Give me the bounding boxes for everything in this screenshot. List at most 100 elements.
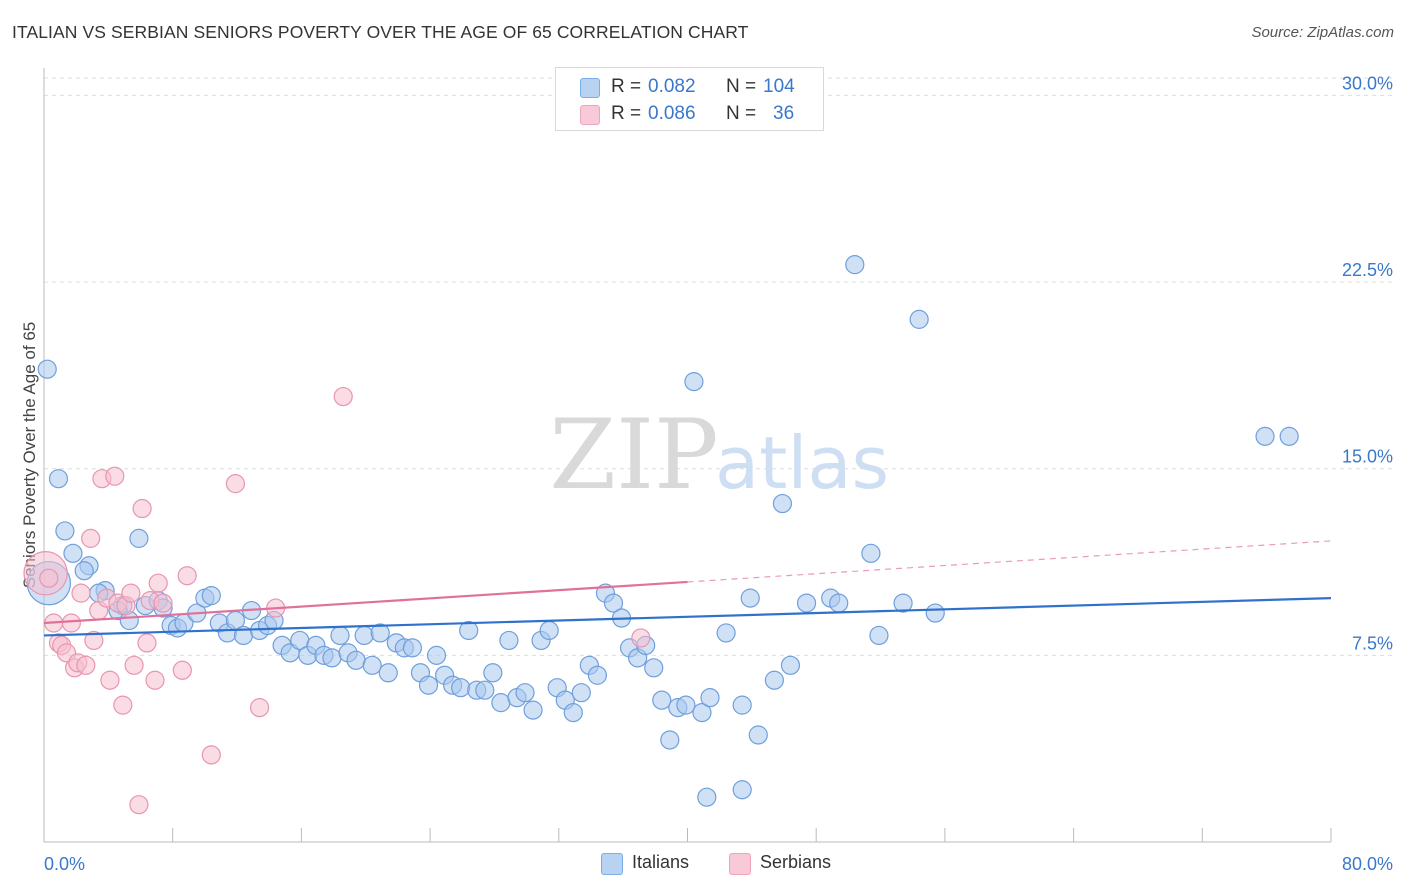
data-point-serbians: [333, 386, 353, 407]
data-point-serbians: [121, 583, 141, 603]
data-point-italians: [780, 655, 801, 675]
trend-line-extension-serbians: [687, 540, 1332, 583]
data-point-italians: [475, 680, 495, 700]
data-point-serbians: [177, 566, 197, 586]
data-point-italians: [539, 620, 559, 641]
data-point-italians: [697, 787, 717, 807]
chart-title: ITALIAN VS SERBIAN SENIORS POVERTY OVER …: [12, 22, 749, 42]
data-point-italians: [48, 469, 69, 489]
legend-r-value-serbians: 0.086: [648, 103, 696, 124]
data-point-italians: [1255, 426, 1275, 446]
data-point-italians: [772, 493, 793, 514]
data-point-italians: [571, 683, 591, 703]
data-point-italians: [523, 700, 543, 720]
tick-labels: 7.5% 15.0% 22.5% 30.0% 0.0% 80.0%: [44, 73, 1393, 874]
data-point-italians: [676, 695, 696, 715]
data-point-italians: [515, 683, 535, 703]
data-point-serbians: [129, 795, 149, 815]
data-point-italians: [869, 625, 889, 646]
data-point-serbians: [137, 633, 157, 653]
y-tick-label: 15.0%: [1342, 447, 1393, 467]
watermark: ZIP atlas: [549, 399, 889, 511]
watermark-zip: ZIP: [549, 399, 718, 511]
data-point-italians: [861, 543, 881, 563]
data-point-italians: [764, 670, 784, 690]
trend-line-serbians: [43, 580, 688, 625]
legend-n-label: N =: [726, 103, 757, 124]
data-point-italians: [330, 625, 350, 646]
data-point-italians: [796, 593, 817, 613]
data-point-italians: [483, 663, 503, 683]
data-point-italians: [491, 693, 511, 713]
data-point-italians: [893, 593, 913, 613]
data-point-italians: [1279, 426, 1299, 446]
data-point-italians: [63, 543, 83, 563]
data-point-italians: [684, 372, 704, 392]
x-tick-label: 80.0%: [1342, 854, 1393, 874]
data-point-serbians: [81, 528, 101, 548]
y-tick-label: 7.5%: [1352, 633, 1393, 653]
data-point-italians: [732, 695, 752, 715]
legend-row-italians: R = 0.082 N = 104: [556, 74, 823, 102]
legend-r-label: R =: [611, 76, 642, 97]
data-point-italians: [845, 255, 865, 275]
data-point-italians: [925, 603, 945, 623]
legend-swatch-italians: [580, 78, 600, 98]
legend-r-label: R =: [611, 103, 642, 124]
data-point-italians: [499, 630, 519, 651]
data-point-italians: [201, 586, 221, 606]
data-point-serbians: [153, 593, 173, 613]
data-point-serbians: [113, 695, 133, 715]
data-point-serbians: [39, 568, 59, 588]
data-point-italians: [716, 623, 736, 643]
data-point-serbians: [631, 628, 651, 648]
data-point-italians: [129, 528, 149, 548]
data-point-serbians: [201, 745, 221, 765]
axes: [43, 68, 1332, 843]
legend-n-value-italians: 104: [763, 76, 795, 97]
data-point-italians: [748, 725, 768, 745]
data-point-italians: [829, 593, 849, 613]
legend-row-serbians: R = 0.086 N = 36: [556, 101, 823, 129]
data-point-italians: [402, 638, 423, 658]
legend-n-label: N =: [726, 76, 757, 97]
y-tick-label: 30.0%: [1342, 73, 1393, 93]
data-point-serbians: [124, 655, 144, 675]
data-point-italians: [378, 663, 398, 683]
data-point-italians: [322, 648, 342, 668]
data-point-italians: [700, 688, 720, 708]
data-point-serbians: [132, 498, 152, 519]
data-point-italians: [459, 620, 479, 641]
correlation-legend: R = 0.082 N = 104 R = 0.086 N = 36: [555, 67, 824, 131]
data-point-italians: [652, 690, 672, 710]
data-point-serbians: [249, 698, 270, 718]
data-point-italians: [55, 521, 75, 541]
data-point-serbians: [71, 583, 91, 603]
bottom-legend-swatch-serbians: [729, 853, 751, 875]
data-point-italians: [644, 658, 664, 678]
data-point-italians: [909, 309, 929, 329]
gridlines: [44, 77, 1394, 656]
data-point-italians: [37, 359, 57, 379]
data-point-serbians: [105, 466, 125, 486]
bottom-legend-label-italians: Italians: [632, 852, 690, 872]
trend-line-italians: [43, 597, 1332, 637]
trend-lines: [43, 540, 1332, 637]
data-point-italians: [740, 588, 760, 608]
watermark-atlas: atlas: [715, 421, 889, 505]
data-point-italians: [451, 678, 471, 698]
x-tick-label: 0.0%: [44, 854, 85, 874]
bottom-legend-label-serbians: Serbians: [760, 852, 832, 872]
data-point-serbians: [148, 573, 168, 593]
data-point-italians: [587, 665, 608, 685]
data-point-italians: [370, 623, 390, 643]
data-point-italians: [74, 561, 94, 581]
data-point-italians: [692, 702, 712, 723]
data-point-italians: [346, 650, 366, 670]
data-points: [23, 255, 1299, 815]
legend-swatch-serbians: [580, 105, 600, 125]
legend-n-value-serbians: 36: [773, 103, 795, 124]
data-point-italians: [426, 645, 447, 665]
data-point-italians: [603, 593, 624, 613]
